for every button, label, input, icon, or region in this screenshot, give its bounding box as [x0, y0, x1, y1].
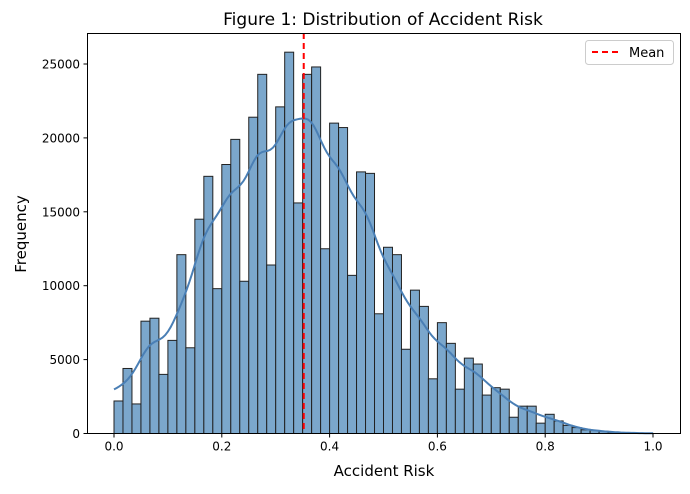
- histogram-bar: [491, 388, 500, 434]
- histogram-bar: [249, 117, 258, 433]
- y-tick-label: 15000: [42, 205, 80, 219]
- histogram-bar: [312, 67, 321, 434]
- histogram-bar: [276, 107, 285, 434]
- histogram-bar: [428, 379, 437, 434]
- histogram-bar: [114, 401, 123, 434]
- chart-title: Figure 1: Distribution of Accident Risk: [223, 10, 543, 30]
- y-tick-label: 20000: [42, 131, 80, 145]
- histogram-bar: [384, 247, 393, 433]
- x-tick-label: 1.0: [643, 440, 662, 454]
- histogram-bar: [231, 139, 240, 433]
- histogram-bar: [375, 314, 384, 434]
- histogram-bar: [437, 323, 446, 434]
- x-axis-label: Accident Risk: [334, 462, 435, 480]
- histogram-bar: [213, 289, 222, 434]
- x-tick-label: 0.8: [536, 440, 555, 454]
- histogram-bar: [285, 52, 294, 433]
- histogram-bar: [168, 340, 177, 433]
- histogram-bar: [141, 321, 150, 433]
- histogram-bar: [150, 318, 159, 433]
- histogram-bar: [321, 249, 330, 434]
- histogram-bar: [132, 404, 141, 434]
- legend-mean-label: Mean: [629, 46, 664, 61]
- histogram-bar: [348, 275, 357, 433]
- histogram-bar: [177, 255, 186, 434]
- x-tick-label: 0.2: [212, 440, 231, 454]
- histogram-bar: [536, 423, 545, 433]
- histogram-bar: [509, 417, 518, 433]
- histogram-bar: [159, 374, 168, 433]
- histogram-bar: [240, 281, 249, 433]
- y-tick-label: 0: [72, 427, 80, 441]
- histogram-bar: [455, 389, 464, 433]
- histogram-bar: [339, 128, 348, 434]
- histogram-bar: [186, 348, 195, 434]
- histogram-bar: [204, 176, 213, 433]
- histogram-bar: [258, 74, 267, 433]
- histogram-bar: [482, 395, 491, 433]
- y-axis-label: Frequency: [12, 195, 30, 273]
- y-tick-label: 10000: [42, 279, 80, 293]
- legend: Mean: [586, 41, 674, 65]
- histogram-bar: [401, 349, 410, 433]
- y-tick-label: 25000: [42, 58, 80, 72]
- histogram-bar: [330, 123, 339, 433]
- y-tick-label: 5000: [49, 353, 80, 367]
- x-tick-label: 0.6: [428, 440, 447, 454]
- histogram-bar: [294, 203, 303, 434]
- histogram-bar: [366, 173, 375, 433]
- histogram-bar: [563, 425, 572, 433]
- x-tick-label: 0.0: [104, 440, 123, 454]
- histogram-bar: [267, 265, 276, 433]
- x-tick-label: 0.4: [320, 440, 339, 454]
